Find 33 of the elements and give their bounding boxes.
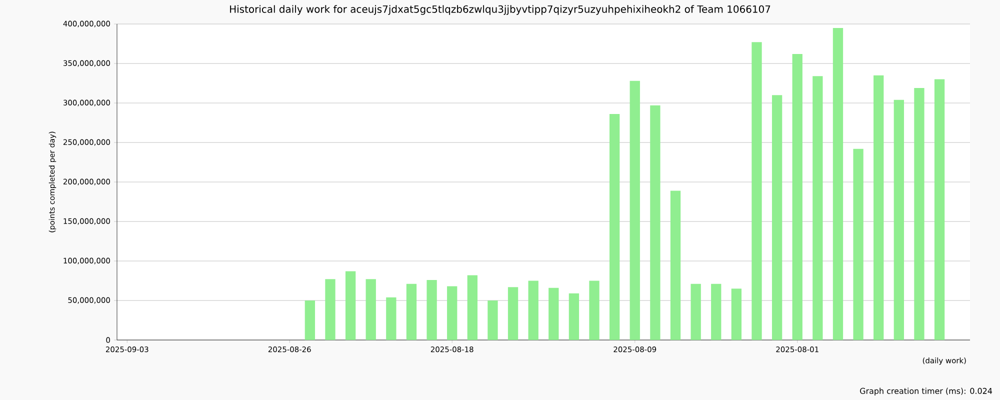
bar [467,275,478,340]
bar [528,280,538,340]
bar [772,95,782,340]
bar [812,76,823,340]
bar [610,114,620,340]
bar [853,148,864,340]
bar [731,288,742,340]
bar [792,54,802,340]
bar [426,280,437,340]
bar [406,284,417,340]
bar [630,80,640,340]
bar [874,75,884,340]
bar [894,100,904,340]
bar [690,284,701,340]
bar [548,288,559,340]
chart-title: Historical daily work for aceujs7jdxat5gc5tlqzb6zwlqu3jjbyvtipp7qizyr5uzyuhpehixiheokh2 of Team 1066107 [230,5,770,15]
bar [832,28,844,340]
bar [366,279,376,340]
bar [711,284,722,340]
bar [670,190,681,340]
bar [447,286,458,340]
bar [752,42,762,340]
bar [304,300,316,340]
bar [325,279,336,340]
bar [934,79,945,340]
bar [488,300,498,340]
bar [650,105,660,340]
bar [568,293,580,340]
bar [386,297,396,340]
bar [508,287,518,340]
bar [345,271,356,340]
bar [914,88,924,340]
bar [589,280,600,340]
